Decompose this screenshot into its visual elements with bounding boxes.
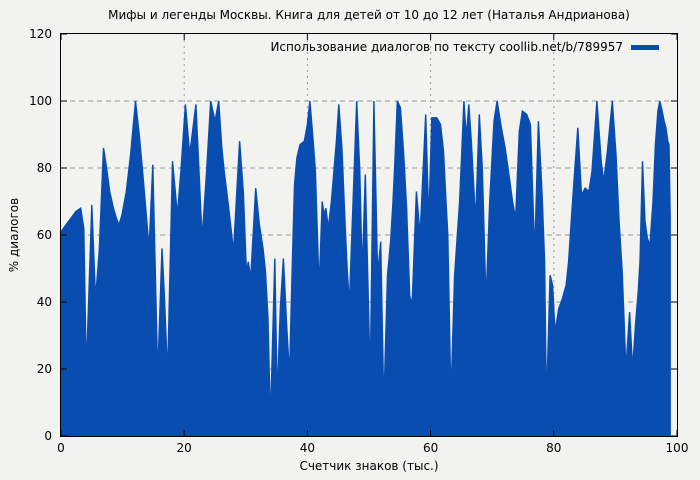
x-axis-label: Счетчик знаков (тыс.)	[299, 459, 439, 473]
x-tick-label: 80	[546, 441, 562, 455]
x-tick-label: 0	[57, 441, 65, 455]
legend: Использование диалогов по тексту coollib…	[270, 40, 659, 54]
chart-title: Мифы и легенды Москвы. Книга для детей о…	[108, 8, 630, 22]
plot-area: Использование диалогов по тексту coollib…	[60, 33, 678, 437]
x-tick-label: 40	[299, 441, 316, 455]
y-tick-label: 20	[36, 362, 52, 376]
legend-swatch	[631, 44, 659, 50]
y-tick-label: 120	[29, 27, 52, 41]
y-tick-label: 100	[29, 94, 52, 108]
y-tick-label: 60	[36, 228, 52, 242]
y-axis-label: % диалогов	[7, 197, 21, 273]
legend-label: Использование диалогов по тексту coollib…	[270, 40, 623, 54]
y-tick-label: 40	[36, 295, 52, 309]
area-chart-canvas	[61, 34, 677, 436]
x-tick-label: 60	[422, 441, 439, 455]
x-tick-label: 20	[176, 441, 192, 455]
y-tick-label: 0	[44, 429, 52, 443]
dialog-usage-area-series	[61, 100, 671, 436]
y-tick-label: 80	[36, 161, 52, 175]
x-tick-label: 100	[665, 441, 689, 455]
